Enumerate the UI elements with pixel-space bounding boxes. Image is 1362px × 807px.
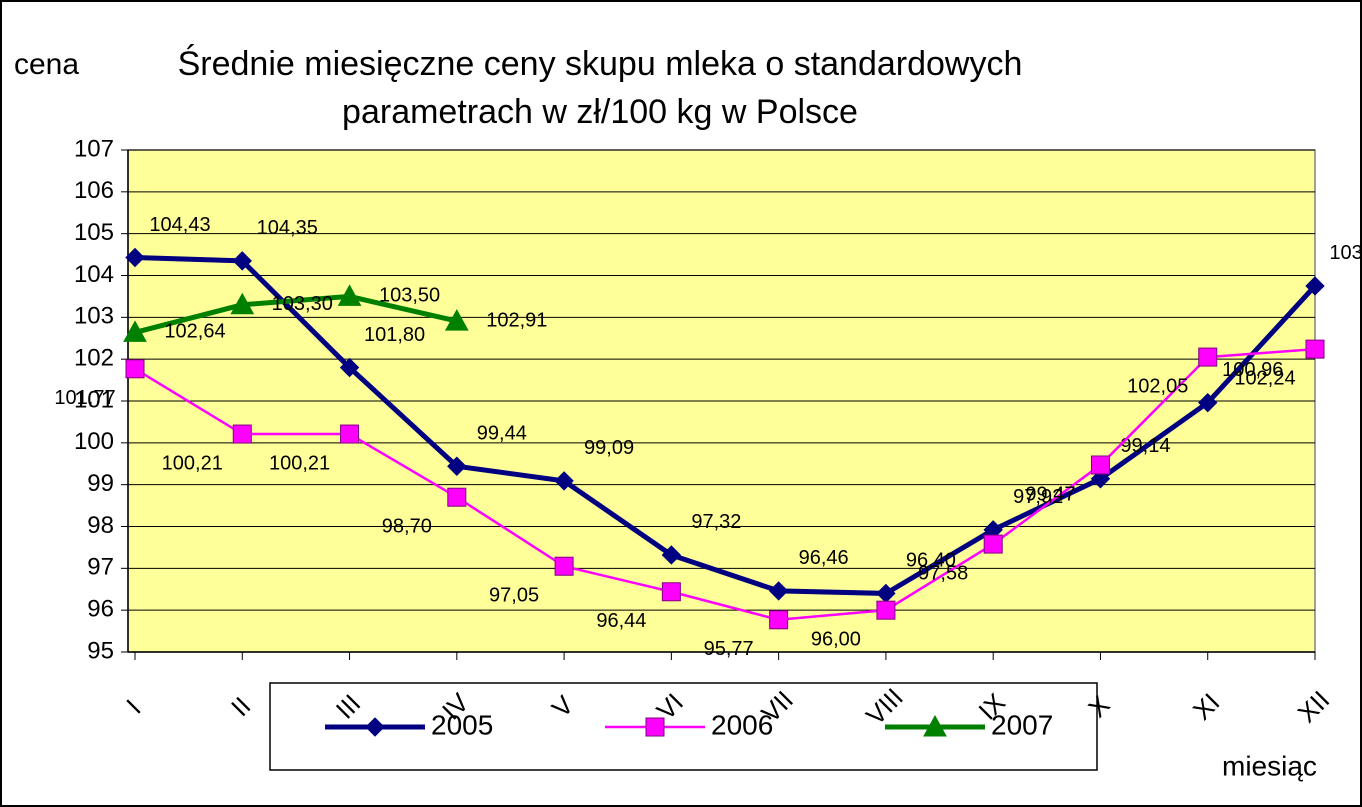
marker bbox=[230, 292, 255, 315]
marker bbox=[554, 471, 574, 491]
marker bbox=[661, 545, 682, 565]
marker bbox=[232, 424, 252, 444]
y-tick-label: 96 bbox=[87, 596, 114, 623]
y-tick-label: 106 bbox=[74, 177, 114, 204]
y-tick-label: 104 bbox=[74, 261, 114, 288]
legend-label: 2006 bbox=[711, 709, 773, 740]
y-tick-label: 102 bbox=[74, 345, 114, 372]
series-line bbox=[134, 255, 1317, 596]
marker bbox=[1198, 347, 1218, 367]
marker bbox=[447, 487, 467, 507]
y-tick-label: 100 bbox=[74, 428, 114, 455]
data-label: 97,05 bbox=[489, 585, 539, 607]
y-tick-label: 99 bbox=[87, 470, 114, 497]
y-tick-label: 103 bbox=[74, 303, 114, 330]
data-label: 98,70 bbox=[382, 515, 432, 537]
data-label: 95,77 bbox=[704, 638, 754, 660]
data-label: 96,00 bbox=[811, 628, 861, 650]
data-label: 101,77 bbox=[54, 387, 115, 409]
marker bbox=[769, 610, 789, 630]
data-label: 99,14 bbox=[1120, 435, 1170, 457]
data-label: 99,09 bbox=[584, 437, 634, 459]
legend-label: 2007 bbox=[991, 709, 1053, 740]
data-label: 100,96 bbox=[1222, 359, 1283, 381]
data-label: 96,44 bbox=[596, 610, 646, 632]
data-label: 104,43 bbox=[149, 214, 210, 236]
x-axis-label: miesiąc bbox=[1222, 750, 1317, 781]
marker bbox=[1305, 339, 1325, 359]
y-tick-label: 95 bbox=[87, 637, 114, 664]
data-label: 104,35 bbox=[257, 217, 318, 239]
y-axis-label: cena bbox=[14, 48, 79, 81]
marker bbox=[340, 424, 360, 444]
marker bbox=[232, 251, 252, 271]
data-label: 100,21 bbox=[269, 452, 330, 474]
data-label: 103,50 bbox=[379, 285, 440, 307]
data-label: 96,40 bbox=[906, 550, 956, 572]
data-label: 100,21 bbox=[162, 452, 223, 474]
series-line bbox=[134, 347, 1316, 622]
data-label: 97,32 bbox=[691, 511, 741, 533]
marker bbox=[923, 714, 947, 737]
marker bbox=[876, 600, 896, 620]
data-label: 101,80 bbox=[364, 324, 425, 346]
series-line bbox=[134, 293, 458, 335]
marker bbox=[337, 284, 362, 306]
marker bbox=[1090, 455, 1110, 475]
data-label: 97,58 bbox=[918, 562, 968, 584]
marker bbox=[1198, 392, 1218, 413]
legend-label: 2005 bbox=[431, 709, 493, 740]
marker bbox=[983, 534, 1003, 554]
marker bbox=[768, 581, 789, 601]
marker bbox=[645, 717, 665, 737]
marker bbox=[1305, 276, 1325, 296]
chart-title: Średnie miesięczne ceny skupu mleka o st… bbox=[177, 45, 1023, 131]
y-tick-label: 105 bbox=[74, 219, 114, 246]
data-label: 99,44 bbox=[477, 423, 527, 445]
marker bbox=[447, 456, 467, 476]
data-label: 102,24 bbox=[1234, 367, 1295, 389]
marker bbox=[123, 320, 147, 342]
marker bbox=[125, 359, 145, 379]
marker bbox=[339, 357, 360, 378]
data-label: 103,30 bbox=[272, 293, 333, 315]
marker bbox=[125, 247, 145, 268]
marker bbox=[365, 717, 385, 737]
marker bbox=[554, 556, 574, 576]
y-tick-label: 98 bbox=[87, 512, 114, 539]
data-label: 102,91 bbox=[486, 309, 547, 331]
data-label: 102,05 bbox=[1127, 375, 1188, 397]
marker bbox=[444, 309, 469, 331]
data-label: 102,64 bbox=[164, 321, 225, 343]
y-tick-label: 97 bbox=[87, 554, 114, 581]
data-label: 99,47 bbox=[1025, 483, 1075, 505]
marker bbox=[661, 582, 681, 602]
data-label: 96,46 bbox=[799, 547, 849, 569]
y-tick-label: 101 bbox=[74, 386, 114, 413]
data-label: 103,75 bbox=[1329, 242, 1362, 264]
y-tick-label: 107 bbox=[74, 135, 114, 162]
